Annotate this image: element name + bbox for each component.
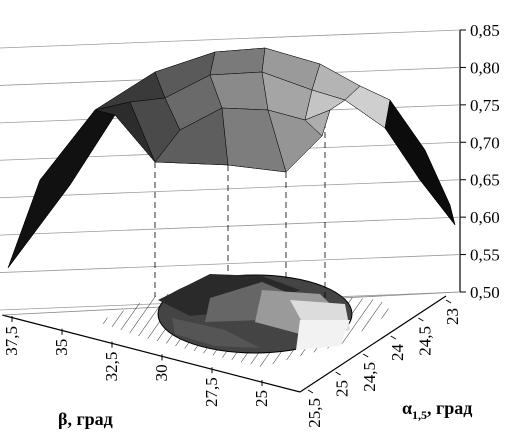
alpha-axis-tick-labels: 23 24,5 24 24,5 25 25,5	[305, 299, 462, 428]
alpha-axis-title-sub: 1,5	[412, 408, 427, 422]
alpha-tick-label: 23	[443, 308, 462, 325]
alpha-tick-label: 25,5	[305, 398, 324, 428]
beta-tick-label: 27,5	[202, 377, 221, 407]
alpha-axis-title-rest: , град	[427, 398, 472, 418]
z-tick-label: 0,55	[470, 246, 500, 265]
z-gridline	[0, 254, 461, 273]
z-gridline	[0, 29, 461, 49]
alpha-tick-mark	[418, 317, 424, 322]
z-tick-label: 0,60	[470, 208, 500, 227]
beta-axis-tick-labels: 37,5 35 32,5 30 27,5 25	[2, 316, 271, 407]
alpha-tick-mark	[390, 335, 397, 340]
alpha-tick-label: 24,5	[415, 326, 434, 356]
z-tick-label: 0,85	[470, 21, 500, 40]
beta-tick-label: 35	[52, 339, 71, 356]
z-tick-label: 0,75	[470, 96, 500, 115]
alpha-tick-mark	[362, 353, 369, 358]
z-gridline	[0, 179, 461, 199]
alpha-tick-mark	[335, 371, 341, 376]
beta-tick-label: 32,5	[102, 352, 121, 382]
beta-axis-title: β, град	[58, 409, 113, 429]
alpha-tick-label: 25	[333, 380, 352, 397]
floor-front-right-edge	[299, 295, 447, 393]
z-axis-tick-labels: 0,50 0,55 0,60 0,65 0,70 0,75 0,80 0,85	[460, 21, 500, 302]
z-tick-label: 0,80	[470, 58, 500, 77]
surface	[7, 47, 456, 269]
alpha-tick-mark	[445, 299, 452, 304]
alpha-tick-mark	[307, 389, 314, 394]
floor-front-left-edge	[1, 314, 301, 393]
z-tick-label: 0,70	[470, 133, 500, 152]
z-tick-label: 0,65	[470, 171, 500, 190]
z-gridline	[0, 216, 461, 236]
contour-projection	[157, 274, 353, 354]
alpha-tick-label: 24,5	[360, 362, 379, 392]
alpha-axis-title: α1,5, град	[402, 398, 472, 422]
z-tick-label: 0,50	[470, 283, 500, 302]
alpha-axis-title-main: α	[402, 398, 412, 418]
alpha-tick-label: 24	[388, 344, 407, 362]
beta-tick-label: 30	[152, 364, 171, 381]
beta-tick-label: 37,5	[2, 326, 21, 356]
beta-tick-label: 25	[252, 390, 271, 407]
projection-lines	[154, 122, 326, 300]
